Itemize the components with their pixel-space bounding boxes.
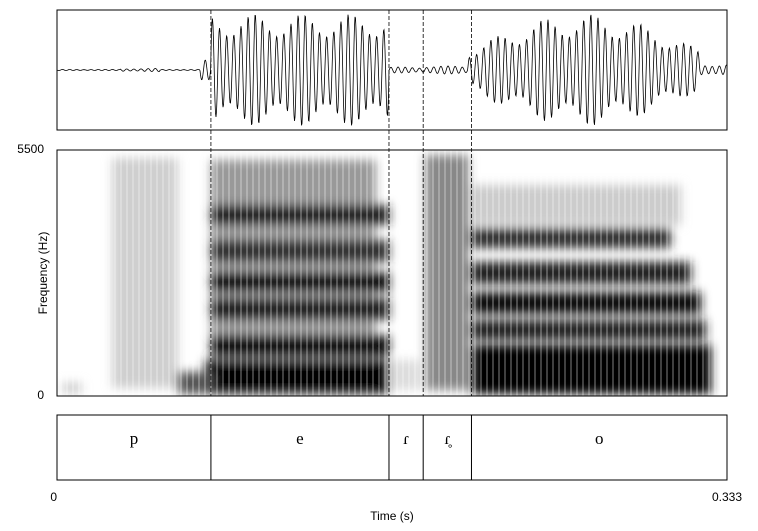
segment-label: e	[296, 429, 304, 448]
spectrogram-image	[57, 150, 727, 396]
segment-label: o	[595, 429, 604, 448]
segment-label: ɾ̥	[444, 429, 452, 448]
y-tick-label: 0	[37, 388, 44, 402]
segment-label: p	[130, 429, 139, 448]
segment-label: ɾ	[403, 429, 409, 448]
y-tick-label: 5500	[17, 142, 44, 156]
waveform	[56, 14, 728, 126]
x-axis-label: Time (s)	[370, 509, 414, 523]
x-tick-label: 0	[50, 490, 57, 504]
x-tick-label: 0.333	[712, 490, 742, 504]
y-axis-label: Frequency (Hz)	[36, 232, 50, 315]
spectrogram-frame	[56, 149, 728, 397]
textgrid-tier	[56, 414, 728, 481]
